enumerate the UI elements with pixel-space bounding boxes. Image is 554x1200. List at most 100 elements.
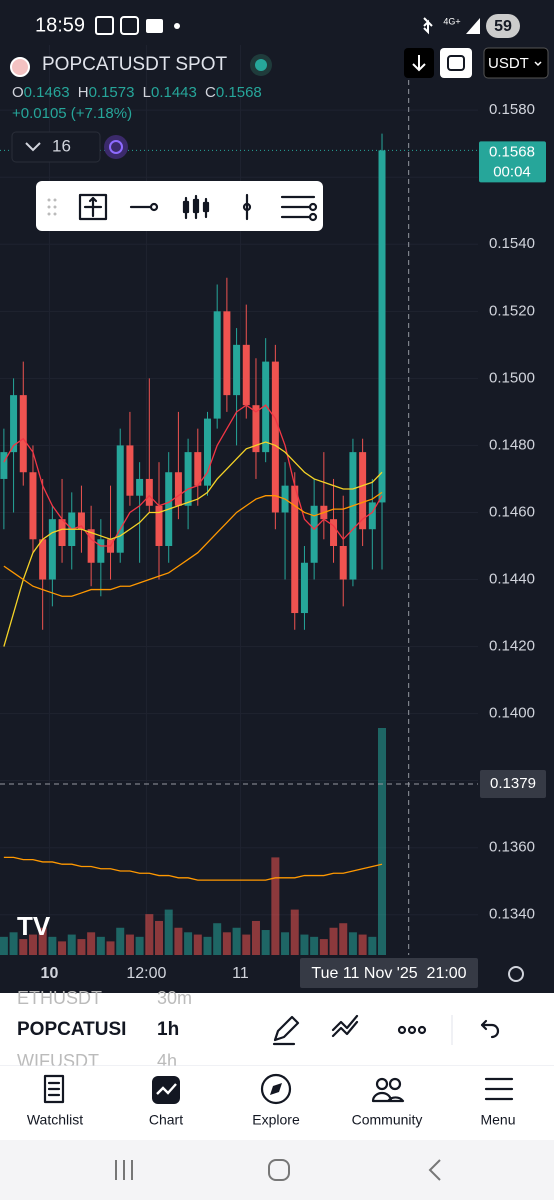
tool-icon[interactable] bbox=[129, 202, 159, 212]
candle-body bbox=[271, 361, 279, 513]
candle-body bbox=[0, 452, 8, 479]
battery-level: 59 bbox=[494, 18, 512, 35]
y-tick-label: 0.1340 bbox=[489, 906, 535, 923]
candle-body bbox=[359, 452, 367, 530]
volume-bar bbox=[329, 927, 338, 955]
candle-body bbox=[184, 452, 192, 506]
tool-icon[interactable] bbox=[182, 194, 210, 220]
last-price-label: 0.1568 bbox=[489, 143, 535, 160]
status-icon bbox=[146, 19, 163, 33]
ohlc-value: 0.1463 bbox=[24, 84, 70, 101]
ohlc-key: H bbox=[78, 84, 89, 101]
volume-bar bbox=[339, 923, 348, 955]
candle-body bbox=[10, 395, 18, 453]
price-change: +0.0105 (+7.18%) bbox=[12, 105, 132, 122]
more-icon[interactable] bbox=[397, 1025, 427, 1035]
symbol-row[interactable]: POPCATUSI bbox=[17, 1019, 126, 1040]
symbol-title[interactable]: POPCATUSDT SPOT bbox=[42, 54, 227, 75]
indicator-toggle[interactable] bbox=[104, 135, 128, 159]
volume-bar bbox=[378, 728, 387, 955]
volume-bar bbox=[174, 927, 183, 955]
volume-bar bbox=[319, 939, 328, 955]
tool-icon[interactable] bbox=[280, 195, 318, 222]
candle-body bbox=[378, 150, 386, 503]
volume-bar bbox=[348, 932, 357, 955]
moving-average-line bbox=[3, 491, 383, 597]
volume-bar bbox=[222, 932, 231, 955]
crosshair-price-label: 0.1379 bbox=[490, 775, 536, 792]
crosshair-time-badge bbox=[300, 958, 478, 988]
volume-bar bbox=[281, 932, 290, 955]
y-tick-label: 0.1460 bbox=[489, 503, 535, 520]
candle-body bbox=[194, 452, 202, 486]
y-tick-label: 0.1360 bbox=[489, 839, 535, 856]
nav-label[interactable]: Explore bbox=[252, 1112, 300, 1128]
candle-body bbox=[126, 445, 134, 496]
nav-label[interactable]: Chart bbox=[149, 1112, 183, 1128]
volume-bar bbox=[310, 936, 319, 955]
volume-bar bbox=[19, 939, 28, 955]
ohlc-value: 0.1568 bbox=[216, 84, 262, 101]
y-tick-label: 0.1480 bbox=[489, 436, 535, 453]
volume-bar bbox=[232, 927, 241, 955]
interval-row[interactable]: 1h bbox=[157, 1019, 179, 1040]
community-icon[interactable] bbox=[371, 1077, 405, 1103]
tool-icon[interactable] bbox=[242, 193, 252, 221]
fit-button[interactable] bbox=[440, 48, 472, 78]
candle-body bbox=[223, 311, 231, 396]
volume-bar bbox=[251, 920, 260, 955]
y-tick-label: 0.1540 bbox=[489, 235, 535, 252]
candle-body bbox=[39, 539, 47, 580]
volume-bar bbox=[28, 934, 37, 955]
last-price-badge bbox=[479, 141, 546, 183]
draw-icon[interactable] bbox=[272, 1015, 300, 1046]
ohlc-line: O0.1463 H0.1573 L0.1443 C0.1568 bbox=[12, 84, 262, 101]
candle-body bbox=[97, 539, 105, 563]
nav-label[interactable]: Menu bbox=[480, 1112, 515, 1128]
volume-bar bbox=[290, 909, 299, 955]
explore-icon[interactable] bbox=[260, 1073, 292, 1105]
currency-button[interactable] bbox=[483, 47, 549, 79]
volume-bar bbox=[242, 934, 251, 955]
y-tick-label: 0.1580 bbox=[489, 101, 535, 118]
y-tick-label: 0.1520 bbox=[489, 302, 535, 319]
nav-label[interactable]: Watchlist bbox=[27, 1112, 83, 1128]
battery-pill bbox=[486, 14, 520, 38]
indicators-icon[interactable] bbox=[331, 1014, 359, 1038]
undo-icon[interactable] bbox=[480, 1019, 500, 1039]
volume-bar bbox=[213, 923, 222, 955]
interval-box[interactable] bbox=[11, 131, 101, 163]
nav-label[interactable]: Community bbox=[352, 1112, 423, 1128]
symbol-logo bbox=[10, 57, 30, 77]
recents-button[interactable] bbox=[115, 1160, 133, 1180]
arrow-down-icon bbox=[412, 55, 426, 72]
back-button[interactable] bbox=[428, 1159, 441, 1181]
candle-body bbox=[330, 519, 338, 546]
volume-bar bbox=[271, 857, 280, 955]
y-tick-label: 0.1500 bbox=[489, 369, 535, 386]
moving-average-line bbox=[3, 441, 383, 647]
crosshair-time-label: Tue 11 Nov '25 21:00 bbox=[311, 965, 466, 982]
y-tick-label: 0.1420 bbox=[489, 638, 535, 655]
volume-bar bbox=[145, 914, 154, 955]
candle-body bbox=[155, 505, 163, 546]
chevron bbox=[534, 61, 542, 67]
drawing-toolbar bbox=[36, 181, 323, 231]
ohlc-key: C bbox=[205, 84, 216, 101]
settings-icon[interactable] bbox=[508, 966, 524, 982]
home-button[interactable] bbox=[268, 1159, 290, 1181]
candle-body bbox=[310, 505, 318, 563]
watchlist-icon[interactable] bbox=[43, 1074, 65, 1104]
volume-bar bbox=[300, 934, 309, 955]
menu-icon[interactable] bbox=[484, 1077, 514, 1101]
interval-row[interactable]: 30m bbox=[157, 988, 192, 1008]
volume-bar bbox=[203, 936, 212, 955]
symbol-row[interactable]: ETHUSDT bbox=[17, 988, 102, 1008]
x-tick-label: 11 bbox=[232, 965, 249, 982]
candle-body bbox=[349, 452, 357, 580]
tool-icon[interactable] bbox=[78, 193, 108, 221]
market-open-dot bbox=[255, 59, 267, 71]
compass-needle bbox=[270, 1083, 282, 1095]
x-tick-label: 10 bbox=[41, 965, 59, 982]
ohlc-key: L bbox=[143, 84, 151, 101]
